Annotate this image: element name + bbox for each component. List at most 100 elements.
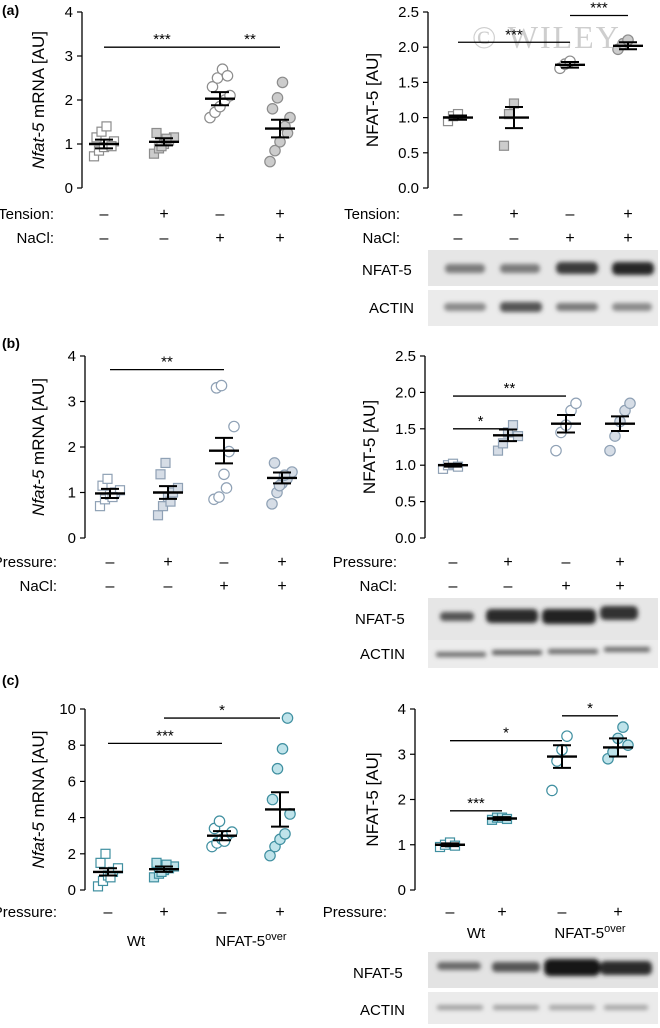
condition-sign: + [615, 578, 624, 595]
data-point [609, 430, 621, 442]
blot-band [437, 962, 481, 970]
condition-row-label: Pressure: [323, 904, 387, 921]
data-point [221, 70, 234, 82]
y-tick-label: 6 [68, 773, 76, 790]
blot-label-nfat5-b: NFAT-5 [355, 611, 405, 628]
condition-sign: + [163, 554, 172, 571]
y-axis-label: Nfat-5 mRNA [AU] [29, 731, 48, 869]
y-tick-label: 3 [398, 746, 406, 763]
condition-row-label: NaCl: [19, 578, 57, 595]
data-point [106, 141, 117, 152]
blot-band [500, 264, 540, 273]
blot-band [440, 612, 474, 621]
data-point [546, 784, 558, 797]
blot-band [556, 262, 598, 274]
blot-band [556, 303, 598, 311]
y-axis-label: Nfat-5 mRNA [AU] [29, 31, 48, 169]
y-tick-label: 2 [68, 846, 76, 863]
condition-row-label: Tension: [0, 206, 54, 223]
y-axis-label: NFAT-5 [AU] [363, 53, 382, 147]
condition-sign: – [558, 904, 567, 921]
y-tick-label: 4 [65, 4, 73, 21]
blot-label-actin-b: ACTIN [360, 646, 405, 663]
panel-label-a: (a) [2, 2, 19, 18]
blot-band [436, 652, 486, 657]
condition-sign: + [509, 206, 518, 223]
data-point [220, 482, 233, 494]
data-point [266, 498, 278, 510]
condition-sign: – [566, 206, 575, 223]
condition-sign: + [623, 230, 632, 247]
condition-sign: + [623, 206, 632, 223]
condition-sign: – [100, 206, 109, 223]
data-point [281, 712, 294, 724]
group-label-overexpression: NFAT-5over [554, 923, 625, 942]
y-tick-label: 10 [59, 701, 76, 718]
y-axis-label: NFAT-5 [AU] [360, 400, 379, 494]
blot-band [493, 1005, 539, 1010]
data-point [276, 76, 289, 89]
y-tick-label: 0.5 [395, 494, 416, 511]
blot-band [549, 1005, 595, 1010]
data-point [497, 438, 509, 449]
condition-sign: – [504, 578, 513, 595]
blot-label-nfat5-c: NFAT-5 [353, 965, 403, 982]
data-point [155, 469, 166, 480]
condition-sign: – [220, 554, 229, 571]
blot-band [492, 962, 540, 972]
condition-sign: + [277, 578, 286, 595]
condition-sign: + [497, 904, 506, 921]
data-point [114, 485, 126, 496]
condition-sign: – [216, 206, 225, 223]
blot-label-actin-c: ACTIN [360, 1002, 405, 1019]
panel-label-b: (b) [2, 335, 20, 351]
condition-sign: + [159, 904, 168, 921]
data-point [151, 127, 162, 139]
data-point [561, 730, 573, 742]
condition-sign: – [100, 230, 109, 247]
y-tick-label: 2.0 [395, 384, 416, 401]
western-blot-c: NFAT-5 ACTIN [353, 952, 658, 1024]
data-point [266, 793, 279, 806]
significance-label: * [587, 700, 593, 717]
data-point [570, 397, 582, 410]
data-point [273, 479, 286, 492]
data-point [264, 155, 276, 168]
y-tick-label: 4 [68, 348, 76, 365]
significance-label: *** [590, 0, 608, 17]
condition-sign: – [562, 554, 571, 571]
condition-sign: – [106, 578, 115, 595]
condition-sign: – [104, 904, 113, 921]
data-point [101, 121, 112, 132]
data-point [550, 444, 562, 457]
blot-band [445, 264, 485, 273]
y-tick-label: 1.5 [398, 74, 419, 91]
data-point [102, 473, 113, 484]
condition-row-label: Pressure: [0, 904, 57, 921]
condition-sign: – [510, 230, 519, 247]
condition-sign: + [219, 578, 228, 595]
y-tick-label: 0 [65, 180, 73, 197]
group-label-wt: Wt [127, 933, 146, 950]
chart-a-protein-tension: 0.0 0.5 1.0 1.5 2.0 2.5 NFAT-5 [AU] *** *** Tensi… [344, 0, 643, 247]
data-point [266, 103, 279, 115]
condition-sign: – [164, 578, 173, 595]
y-tick-label: 2.5 [395, 348, 416, 365]
y-tick-label: 1.0 [398, 110, 419, 127]
condition-sign: + [275, 206, 284, 223]
blot-band [612, 303, 652, 311]
y-tick-label: 0.0 [398, 180, 419, 197]
condition-sign: – [454, 206, 463, 223]
group-label-wt: Wt [467, 925, 486, 942]
y-tick-label: 2.5 [398, 4, 419, 21]
y-tick-label: 0.0 [395, 530, 416, 547]
data-point [264, 849, 276, 862]
data-point [152, 510, 164, 521]
y-tick-label: 2.0 [398, 39, 419, 56]
y-tick-label: 4 [398, 701, 406, 718]
significance-label: * [478, 413, 484, 430]
condition-sign: + [561, 578, 570, 595]
chart-b-mrna-pressure: 0 1 2 3 4 Nfat-5 mRNA [AU] ** Pressure: – + – + NaCl… [0, 348, 298, 595]
condition-sign: – [218, 904, 227, 921]
